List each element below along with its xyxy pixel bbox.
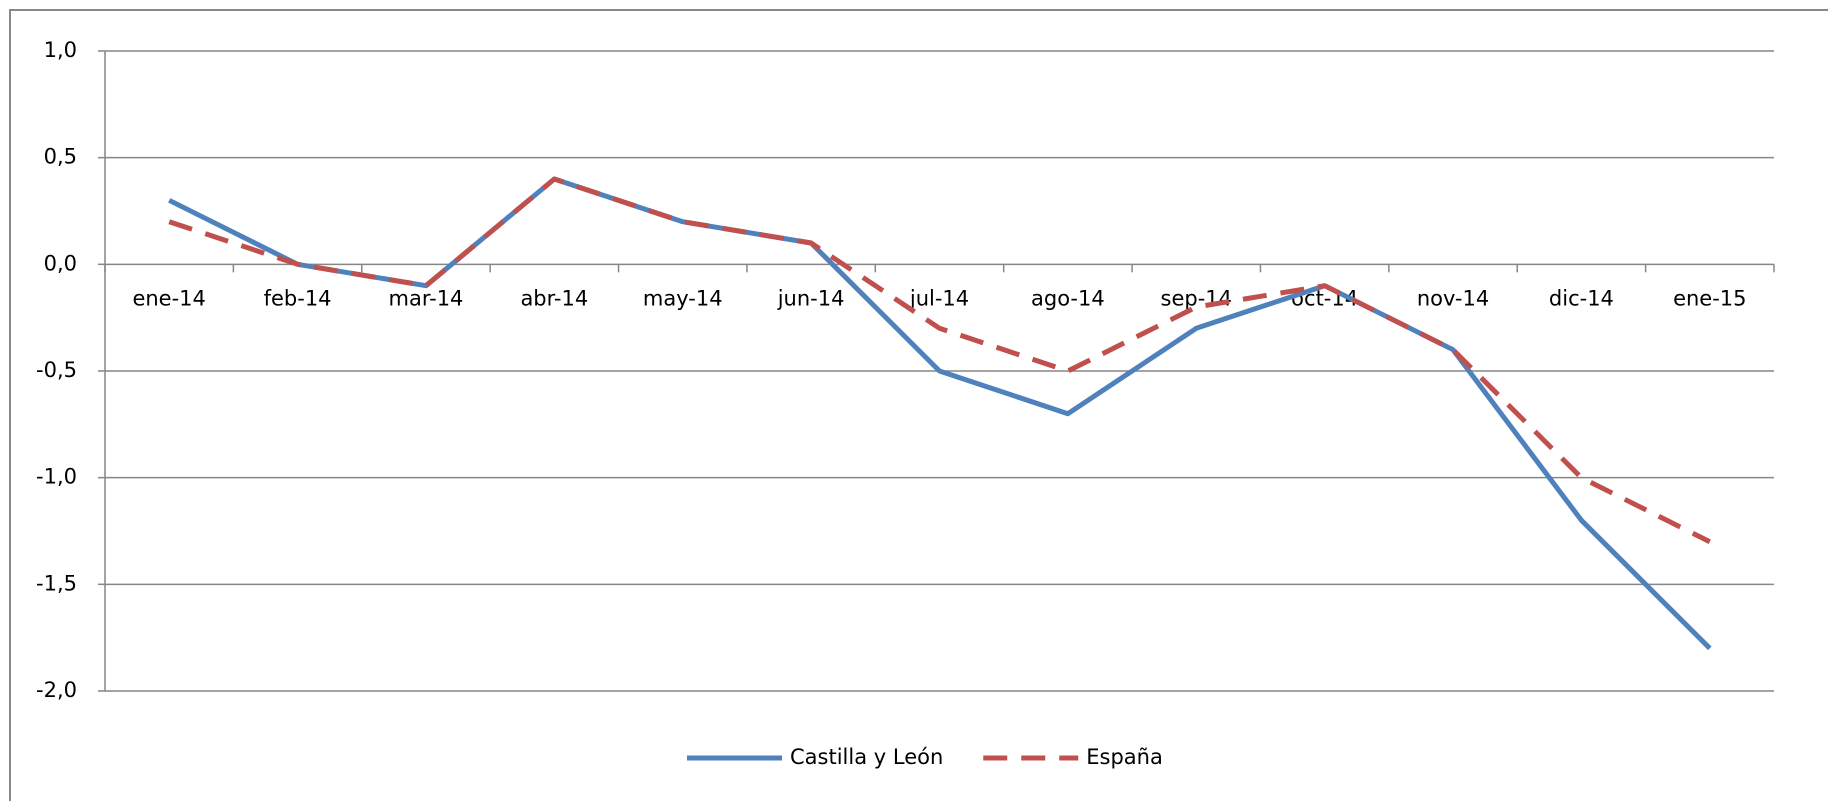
- y-tick-label: -1,0: [36, 465, 77, 489]
- x-tick-label: may-14: [643, 286, 723, 310]
- y-tick-label: 0,0: [44, 251, 77, 275]
- y-tick-label: 1,0: [44, 38, 77, 62]
- x-tick-label: nov-14: [1417, 286, 1489, 310]
- x-tick-label: jun-14: [777, 286, 845, 310]
- x-tick-label: mar-14: [389, 286, 464, 310]
- series-line: [168, 176, 1712, 651]
- x-tick-label: dic-14: [1549, 286, 1614, 310]
- y-tick-label: -1,5: [36, 571, 77, 595]
- chart-frame: [9, 9, 1828, 801]
- x-tick-label: abr-14: [520, 286, 588, 310]
- x-tick-label: jul-14: [909, 286, 969, 310]
- y-tick-label: -2,0: [36, 678, 77, 702]
- x-tick-label: ene-15: [1673, 286, 1746, 310]
- x-tick-label: sep-14: [1161, 286, 1233, 310]
- legend-label: España: [1086, 745, 1163, 769]
- x-tick-label: ago-14: [1031, 286, 1105, 310]
- x-tick-label: ene-14: [132, 286, 205, 310]
- series-line: [168, 176, 1711, 544]
- x-tick-label: feb-14: [264, 286, 332, 310]
- y-tick-label: -0,5: [36, 358, 77, 382]
- y-tick-label: 0,5: [44, 145, 77, 169]
- legend-label: Castilla y León: [790, 745, 943, 769]
